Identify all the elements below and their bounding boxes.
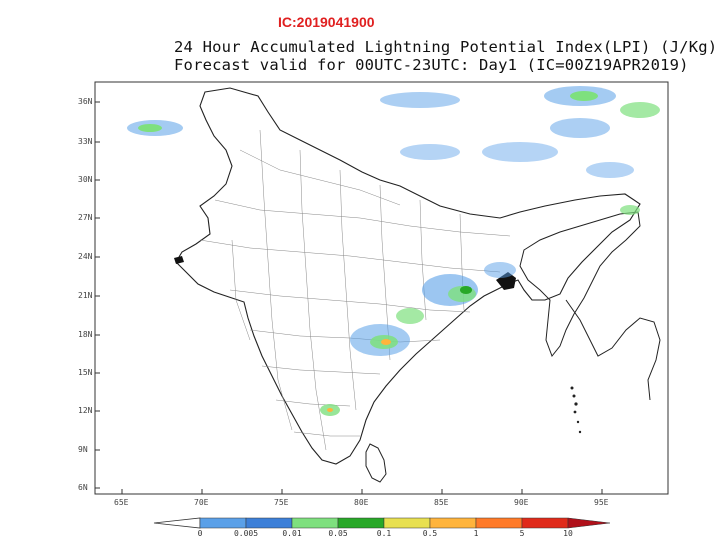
myanmar-coast — [565, 299, 661, 401]
sundarban-patch — [496, 272, 516, 290]
lat-ticks — [95, 101, 100, 489]
lon-label: 65E — [114, 498, 129, 507]
sri-lanka-outline — [365, 443, 387, 483]
colorbar-label: 1 — [473, 529, 479, 538]
colorbar-bin-1 — [199, 517, 247, 529]
lat-label: 27N — [78, 213, 93, 222]
colorbar-bin-5 — [383, 517, 431, 529]
colorbar-label: 0 — [197, 529, 203, 538]
colorbar-left-arrow — [153, 517, 201, 529]
lon-label: 75E — [274, 498, 289, 507]
lat-label: 21N — [78, 291, 93, 300]
colorbar-label: 0.01 — [282, 529, 302, 538]
colorbar-label: 0.05 — [328, 529, 348, 538]
district-boundaries — [199, 129, 511, 451]
lat-label: 24N — [78, 252, 93, 261]
lon-ticks — [121, 489, 603, 494]
colorbar — [153, 517, 611, 529]
colorbar-bin-8 — [521, 517, 569, 529]
lat-label: 15N — [78, 368, 93, 377]
map-title-line-1: 24 Hour Accumulated Lightning Potential … — [174, 38, 718, 56]
colorbar-bin-6 — [429, 517, 477, 529]
lat-label: 36N — [78, 97, 93, 106]
colorbar-bin-2 — [245, 517, 293, 529]
andaman-islands — [570, 386, 582, 434]
lon-label: 70E — [194, 498, 209, 507]
northeast-outline — [519, 211, 641, 357]
lat-label: 18N — [78, 330, 93, 339]
map-title-line-2: Forecast valid for 00UTC-23UTC: Day1 (IC… — [174, 56, 689, 74]
lat-label: 12N — [78, 406, 93, 415]
lat-label: 30N — [78, 175, 93, 184]
ic-label: IC:2019041900 — [278, 14, 375, 30]
lat-label: 6N — [78, 483, 88, 492]
lpi-patches — [127, 86, 660, 416]
map-frame — [94, 81, 669, 495]
lon-label: 85E — [434, 498, 449, 507]
colorbar-label: 5 — [519, 529, 525, 538]
colorbar-bin-7 — [475, 517, 523, 529]
colorbar-label: 0.5 — [422, 529, 438, 538]
gujarat-patch — [174, 256, 184, 264]
lon-label: 80E — [354, 498, 369, 507]
colorbar-bin-3 — [291, 517, 339, 529]
colorbar-label: 0.005 — [233, 529, 259, 538]
lon-label: 95E — [594, 498, 609, 507]
colorbar-label: 10 — [563, 529, 573, 538]
colorbar-label: 0.1 — [376, 529, 392, 538]
lon-label: 90E — [514, 498, 529, 507]
colorbar-bin-4 — [337, 517, 385, 529]
colorbar-right-arrow — [567, 517, 611, 529]
lat-label: 33N — [78, 137, 93, 146]
india-outline — [175, 87, 641, 465]
lat-label: 9N — [78, 445, 88, 454]
